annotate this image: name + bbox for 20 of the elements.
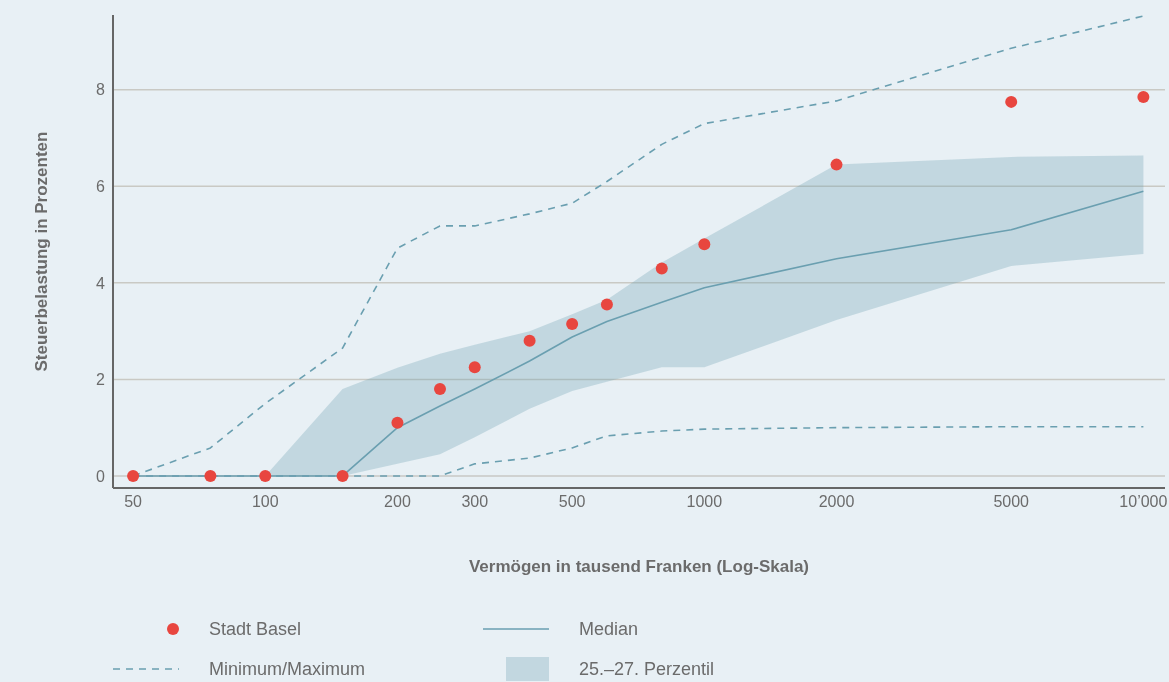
x-tick-label: 1000	[686, 493, 723, 511]
text: 25.–27. Perzentil	[579, 658, 715, 680]
x-tick-label: 500	[558, 493, 586, 511]
y-tick-label: 4	[96, 274, 106, 292]
x-tick-label: 10’000	[1119, 493, 1168, 511]
legend-label: Minimum/Maximum	[209, 658, 366, 680]
y-tick-label: 6	[96, 178, 106, 196]
y-tick-label: 8	[96, 81, 106, 99]
legend-label: Stadt Basel	[209, 618, 302, 640]
x-tick-label: 300	[461, 493, 489, 511]
x-tick-label: 200	[384, 493, 411, 511]
x-tick-label: 100	[251, 493, 279, 511]
y-tick-label: 2	[96, 371, 106, 389]
x-tick-label: 2000	[818, 493, 855, 511]
x-tick-label: 5000	[993, 493, 1030, 511]
legend-label: Median	[579, 618, 639, 640]
y-axis-title: Steuerbelastung in Prozenten	[32, 131, 52, 372]
x-tick-label: 50	[124, 493, 143, 511]
y-tick-label: 0	[96, 467, 106, 485]
x-axis-title: Vermögen in tausend Franken (Log-Skala)	[468, 557, 810, 576]
